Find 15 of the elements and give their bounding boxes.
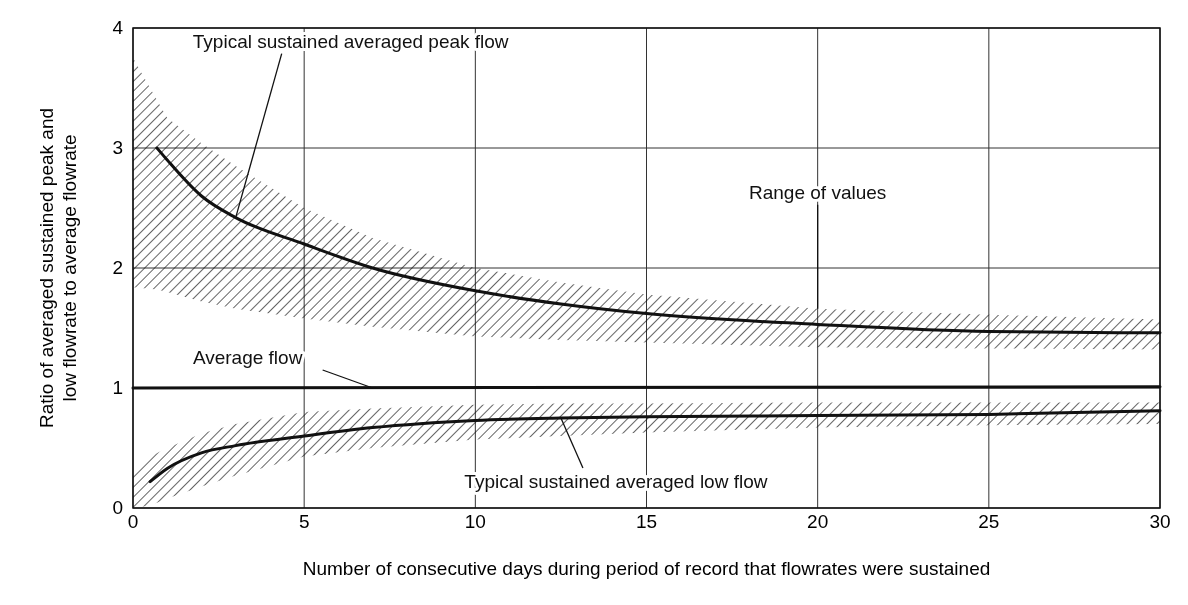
x-tick-label: 0 — [127, 511, 139, 532]
y-tick-label: 2 — [112, 257, 123, 278]
x-tick-label: 5 — [298, 511, 310, 532]
y-axis-title: Ratio of averaged sustained peak and low flowrate to average flowrate — [35, 106, 81, 431]
x-axis-title: Number of consecutive days during period of record that flowrates were sustained — [302, 558, 991, 579]
y-tick-label: 4 — [112, 17, 124, 38]
x-tick-label: 15 — [635, 511, 658, 532]
x-tick-label: 20 — [807, 511, 829, 532]
x-tick-label: 10 — [464, 511, 486, 532]
y-tick-label: 1 — [112, 377, 123, 398]
x-tick-label: 25 — [978, 511, 1000, 532]
annotation: Average flow — [192, 347, 303, 368]
x-tick-label: 30 — [1149, 511, 1171, 532]
y-tick-label: 3 — [112, 137, 123, 158]
y-tick-label: 0 — [112, 497, 123, 518]
